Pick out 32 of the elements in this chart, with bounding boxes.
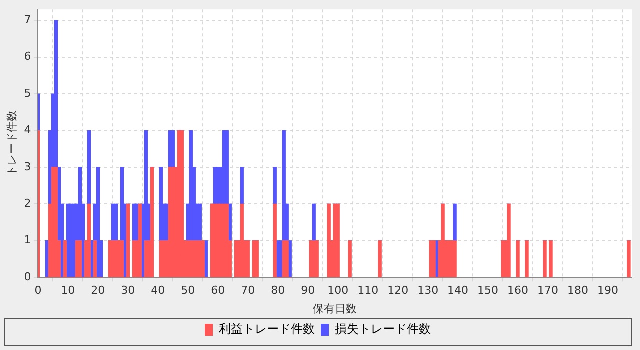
- x-tick-label: 150: [478, 284, 499, 298]
- y-tick-label: 5: [24, 86, 32, 100]
- x-tick-label: 30: [121, 284, 136, 298]
- x-tick-label: 190: [598, 284, 619, 298]
- x-tick-label: 180: [568, 284, 589, 298]
- x-tick-label: 170: [538, 284, 559, 298]
- x-tick-label: 0: [34, 284, 42, 298]
- x-tick-label: 40: [151, 284, 166, 298]
- x-tick-label: 80: [271, 284, 286, 298]
- y-tick-label: 4: [24, 124, 32, 137]
- y-tick-label: 6: [24, 50, 32, 64]
- y-tick-label: 1: [24, 234, 32, 247]
- y-tick-label: 0: [24, 270, 32, 284]
- legend-label: 損失トレード件数: [335, 322, 431, 336]
- x-tick-label: 50: [181, 284, 196, 298]
- x-tick-label: 70: [241, 284, 256, 298]
- x-tick-label: 160: [508, 284, 529, 298]
- x-tick-label: 130: [418, 284, 439, 298]
- legend-label: 利益トレード件数: [219, 322, 315, 336]
- y-tick-label: 2: [24, 197, 32, 210]
- x-tick-label: 110: [358, 284, 379, 298]
- x-tick-label: 60: [211, 284, 226, 298]
- y-tick-label: 7: [24, 13, 32, 26]
- x-tick-label: 10: [61, 284, 76, 298]
- y-tick-label: 3: [24, 160, 32, 174]
- x-tick-label: 100: [328, 284, 349, 298]
- x-axis-title: 保有日数: [313, 302, 358, 316]
- x-tick-label: 140: [448, 284, 469, 298]
- y-axis-title: トレード件数: [5, 110, 18, 177]
- x-tick-label: 120: [388, 284, 409, 298]
- x-tick-label: 20: [91, 284, 106, 298]
- x-tick-label: 90: [301, 284, 316, 298]
